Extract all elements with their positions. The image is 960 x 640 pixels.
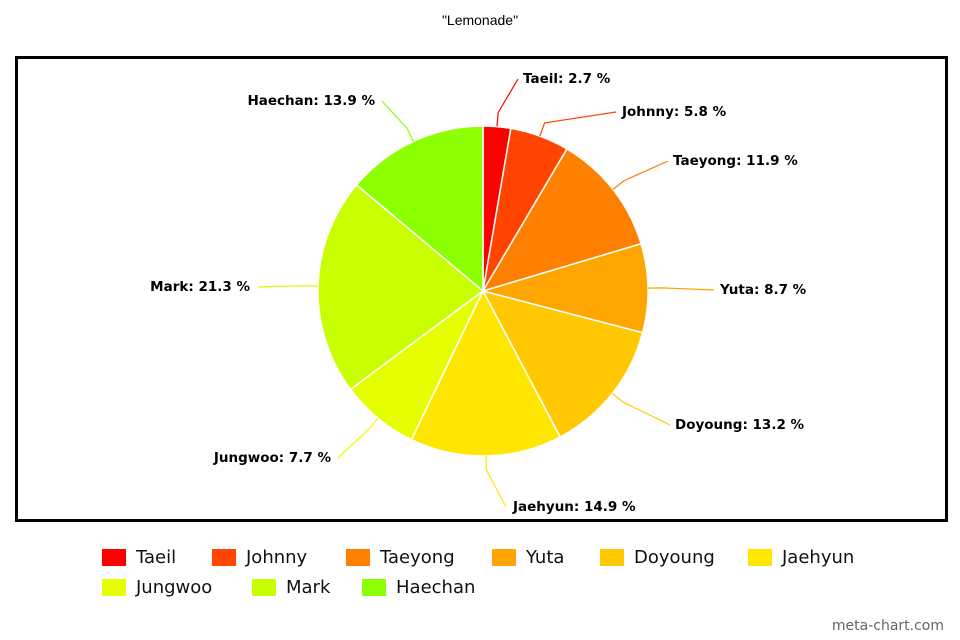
slice-label-jaehyun: Jaehyun: 14.9 %: [512, 499, 636, 515]
legend-swatch: [212, 548, 236, 566]
legend-item-taeyong: Taeyong: [346, 544, 455, 570]
legend-swatch: [346, 548, 370, 566]
legend-item-yuta: Yuta: [492, 544, 564, 570]
slice-label-taeil: Taeil: 2.7 %: [523, 71, 611, 87]
legend-label: Johnny: [246, 546, 308, 568]
slice-label-mark: Mark: 21.3 %: [150, 279, 250, 295]
legend-label: Doyoung: [634, 546, 715, 568]
legend-swatch: [102, 578, 126, 596]
legend-label: Mark: [286, 576, 331, 598]
legend-item-taeil: Taeil: [102, 544, 176, 570]
leader-line-jungwoo: [337, 417, 379, 459]
leader-line-doyoung: [611, 393, 671, 426]
pie-slice-jaehyun: [410, 289, 562, 457]
legend-swatch: [252, 578, 276, 596]
pie-slice-yuta: [480, 242, 649, 334]
slice-label-yuta: Yuta: 8.7 %: [719, 282, 807, 298]
legend-item-doyoung: Doyoung: [600, 544, 715, 570]
watermark: meta-chart.com: [831, 618, 944, 634]
leader-line-haechan: [381, 100, 414, 142]
slice-label-jungwoo: Jungwoo: 7.7 %: [213, 450, 332, 466]
leader-line-taeil: [496, 78, 519, 127]
legend-label: Jaehyun: [782, 546, 855, 568]
leader-line-yuta: [647, 287, 715, 291]
legend-label: Taeyong: [380, 546, 455, 568]
legend-swatch: [102, 548, 126, 566]
leader-line-jaehyun: [485, 455, 507, 508]
legend-label: Jungwoo: [136, 576, 213, 598]
pie-slice-mark: [317, 183, 485, 391]
leader-line-mark: [257, 285, 319, 288]
slice-label-haechan: Haechan: 13.9 %: [247, 93, 375, 109]
pie-slice-doyoung: [481, 289, 644, 438]
legend-item-jaehyun: Jaehyun: [748, 544, 854, 570]
leader-line-johnny: [539, 111, 617, 137]
chart-frame: Taeil: 2.7 % Johnny: 5.8 % Taeyong: 11.9 %…: [15, 56, 948, 522]
chart-title: "Lemonade": [441, 12, 519, 28]
slice-label-johnny: Johnny: 5.8 %: [621, 104, 727, 120]
legend-swatch: [362, 578, 386, 596]
legend-label: Taeil: [136, 546, 177, 568]
legend-item-haechan: Haechan: [362, 574, 475, 600]
legend-label: Yuta: [526, 546, 565, 568]
legend-label: Haechan: [396, 576, 476, 598]
legend-item-jungwoo: Jungwoo: [102, 574, 212, 600]
legend-item-johnny: Johnny: [212, 544, 307, 570]
slice-label-taeyong: Taeyong: 11.9 %: [673, 153, 798, 169]
legend-swatch: [600, 548, 624, 566]
legend-item-mark: Mark: [252, 574, 330, 600]
legend-swatch: [492, 548, 516, 566]
slice-label-doyoung: Doyoung: 13.2 %: [675, 417, 805, 433]
legend-swatch: [748, 548, 772, 566]
pie-chart: Taeil: 2.7 % Johnny: 5.8 % Taeyong: 11.9 %…: [150, 71, 807, 515]
leader-line-taeyong: [612, 160, 669, 190]
